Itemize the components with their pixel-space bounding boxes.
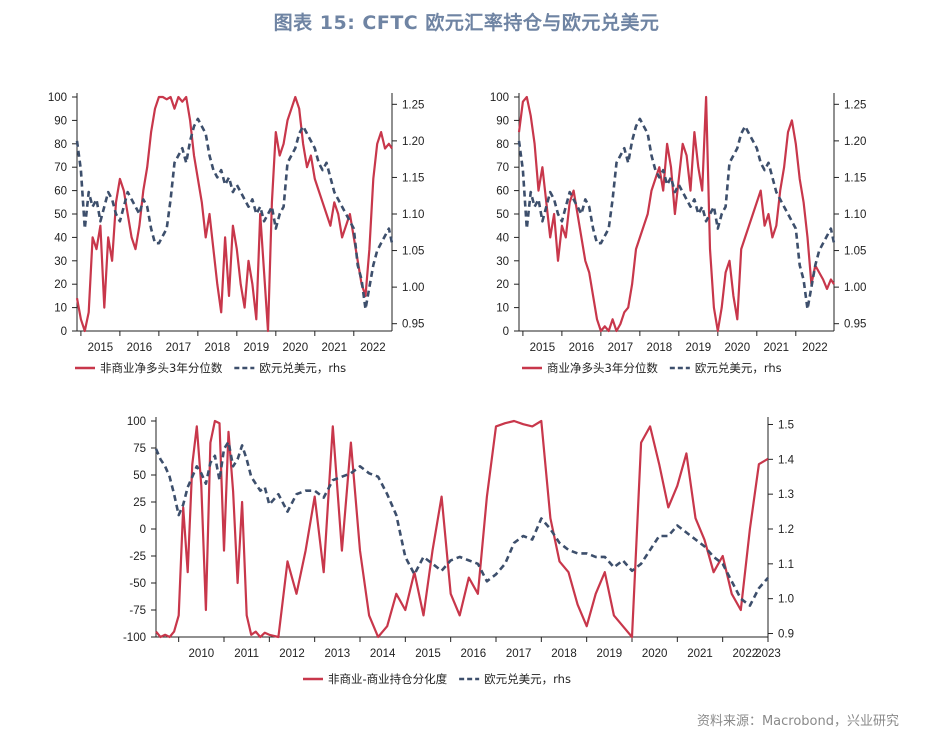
- y-left-tick-label: 75: [133, 443, 146, 455]
- x-tick-label: 2011: [234, 648, 259, 660]
- x-tick-label: 2019: [686, 342, 712, 354]
- y-left-tick-label: 50: [54, 209, 67, 221]
- y-right-tick-label: 1.0: [778, 594, 794, 606]
- y-left-tick-label: 20: [54, 279, 67, 291]
- y-left-tick-label: 100: [127, 416, 146, 428]
- x-tick-label: 2020: [283, 342, 309, 354]
- x-tick-label: 2021: [687, 648, 713, 660]
- y-right-tick-label: 1.15: [844, 172, 866, 184]
- y-right-tick-label: 1.2: [778, 524, 794, 536]
- x-tick-label: 2015: [530, 342, 556, 354]
- x-tick-label: 2019: [597, 648, 623, 660]
- x-tick-label: 2018: [205, 342, 231, 354]
- y-left-tick-label: -50: [129, 578, 146, 590]
- legend-label: 非商业净多头3年分位数: [100, 361, 223, 375]
- y-right-tick-label: 1.3: [778, 489, 794, 501]
- y-right-tick-label: 1.00: [402, 282, 424, 294]
- y-left-tick-label: 20: [496, 279, 509, 291]
- y-left-tick-label: 60: [54, 186, 67, 198]
- figure-title: 图表 15: CFTC 欧元汇率持仓与欧元兑美元: [273, 12, 660, 34]
- y-right-tick-label: 1.10: [844, 209, 866, 221]
- source-note: 资料来源：Macrobond，兴业研究: [696, 714, 899, 729]
- y-left-tick-label: -75: [129, 605, 146, 617]
- y-left-tick-label: 60: [496, 186, 509, 198]
- x-tick-label: 2019: [244, 342, 270, 354]
- y-left-tick-label: 100: [48, 92, 67, 104]
- y-left-tick-label: 30: [54, 256, 67, 268]
- x-tick-label: 2022: [360, 342, 386, 354]
- legend-label: 商业净多头3年分位数: [547, 361, 658, 375]
- y-right-tick-label: 1.4: [778, 454, 795, 466]
- y-right-tick-label: 1.00: [844, 282, 866, 294]
- y-left-tick-label: -25: [129, 551, 146, 563]
- y-right-tick-label: 0.9: [778, 629, 794, 641]
- y-right-tick-label: 1.05: [844, 246, 866, 258]
- x-tick-label: 2016: [127, 342, 153, 354]
- x-tick-label: 2015: [88, 342, 114, 354]
- y-left-tick-label: 10: [54, 303, 67, 315]
- y-left-tick-label: 80: [496, 139, 509, 151]
- y-right-tick-label: 1.5: [778, 419, 794, 431]
- y-left-tick-label: 90: [496, 115, 509, 127]
- positioning-series-line: [517, 95, 835, 333]
- x-tick-label: 2018: [551, 648, 577, 660]
- x-tick-label: 2017: [166, 342, 192, 354]
- legend-label: 欧元兑美元，rhs: [695, 361, 782, 375]
- positioning-series-line: [155, 419, 769, 639]
- x-tick-label: 2017: [608, 342, 634, 354]
- x-tick-label: 2022: [802, 342, 828, 354]
- y-left-tick-label: 0: [61, 326, 67, 338]
- positioning-series-line: [75, 95, 393, 333]
- legend-label: 欧元兑美元，rhs: [484, 672, 571, 686]
- x-tick-label: 2014: [370, 648, 396, 660]
- y-right-tick-label: 1.25: [844, 99, 866, 111]
- legend-label: 欧元兑美元，rhs: [259, 361, 346, 375]
- y-left-tick-label: 50: [133, 470, 146, 482]
- y-right-tick-label: 1.05: [402, 246, 424, 258]
- y-left-tick-label: 25: [133, 497, 146, 509]
- y-left-tick-label: 0: [140, 524, 146, 536]
- y-left-tick-label: 50: [496, 209, 509, 221]
- eurusd-series-line: [517, 117, 836, 311]
- y-left-tick-label: 10: [496, 303, 509, 315]
- y-right-tick-label: 1.25: [402, 99, 424, 111]
- x-tick-label: 2013: [325, 648, 351, 660]
- y-left-tick-label: 70: [54, 162, 67, 174]
- y-right-tick-label: 0.95: [844, 319, 866, 331]
- y-left-tick-label: 30: [496, 256, 509, 268]
- x-tick-label: 2021: [764, 342, 790, 354]
- x-tick-label: 2018: [647, 342, 673, 354]
- y-right-tick-label: 1.10: [402, 209, 424, 221]
- y-left-tick-label: 40: [496, 232, 509, 244]
- y-left-tick-label: 40: [54, 232, 67, 244]
- x-tick-label: 2015: [415, 648, 441, 660]
- y-left-tick-label: 70: [496, 162, 509, 174]
- y-left-tick-label: 0: [503, 326, 509, 338]
- x-tick-label: 2020: [642, 648, 668, 660]
- y-left-tick-label: 90: [54, 115, 67, 127]
- x-tick-label: 2012: [279, 648, 305, 660]
- y-right-tick-label: 1.20: [844, 136, 866, 148]
- y-right-tick-label: 1.1: [778, 559, 794, 571]
- x-tick-label: 2022: [733, 648, 759, 660]
- y-right-tick-label: 1.20: [402, 136, 424, 148]
- x-tick-label: 2016: [461, 648, 487, 660]
- y-left-tick-label: 80: [54, 139, 67, 151]
- y-left-tick-label: 100: [490, 92, 509, 104]
- y-right-tick-label: 0.95: [402, 319, 424, 331]
- x-tick-label: 2010: [189, 648, 215, 660]
- x-tick-label: 2021: [322, 342, 348, 354]
- x-tick-label: 2023: [755, 648, 781, 660]
- legend-label: 非商业-商业持仓分化度: [328, 672, 448, 686]
- y-right-tick-label: 1.15: [402, 172, 424, 184]
- x-tick-label: 2016: [569, 342, 595, 354]
- y-left-tick-label: -100: [123, 632, 146, 644]
- x-tick-label: 2017: [506, 648, 532, 660]
- x-tick-label: 2020: [725, 342, 751, 354]
- eurusd-series-line: [154, 440, 769, 607]
- eurusd-series-line: [75, 117, 394, 311]
